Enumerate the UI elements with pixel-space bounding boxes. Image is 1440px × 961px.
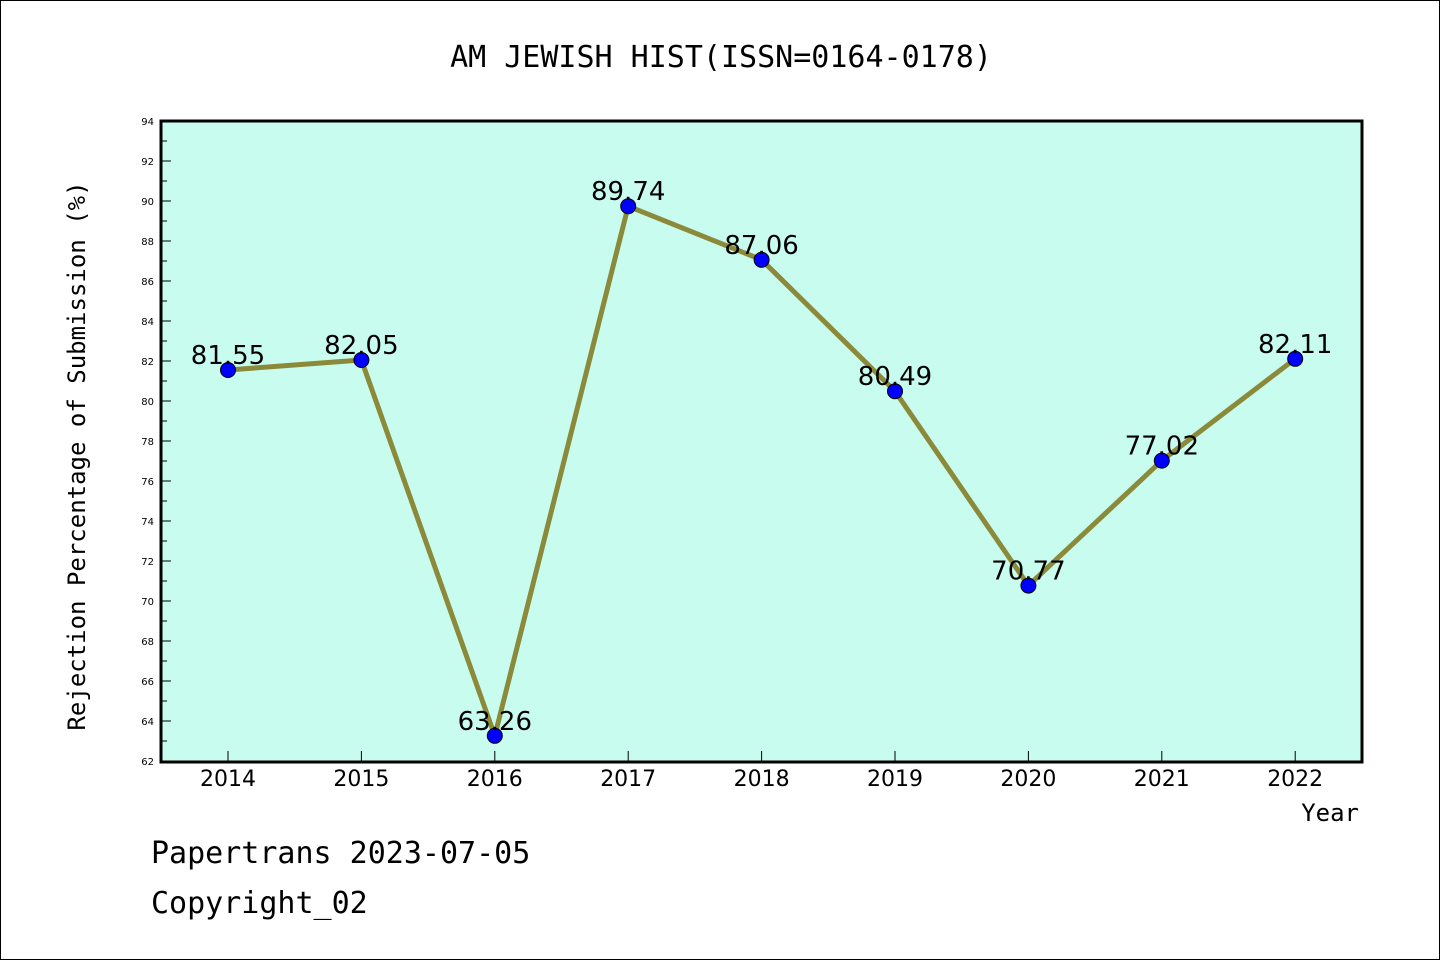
y-tick-label: 64 — [141, 717, 154, 728]
y-tick-label: 76 — [141, 477, 154, 488]
y-axis: 62 64 66 68 70 72 74 76 78 80 82 84 86 88 90 92 94 — [141, 117, 171, 768]
data-label: 89.74 — [591, 177, 665, 207]
x-tick-label: 2018 — [734, 767, 790, 792]
x-tick-label: 2021 — [1134, 767, 1190, 792]
data-label: 63.26 — [458, 707, 532, 737]
y-axis-title: Rejection Percentage of Submission (%) — [63, 181, 91, 730]
y-tick-label: 84 — [141, 317, 154, 328]
data-label: 80.49 — [858, 362, 932, 392]
data-labels: 81.55 82.05 63.26 89.74 87.06 80.49 70.77 77.02… — [191, 177, 1333, 737]
y-tick-label: 94 — [141, 117, 154, 128]
data-point — [486, 727, 503, 744]
data-point — [1020, 577, 1037, 594]
x-tick-label: 2019 — [867, 767, 923, 792]
y-tick-label: 66 — [141, 677, 154, 688]
data-label: 81.55 — [191, 341, 265, 371]
data-label: 82.11 — [1258, 330, 1332, 360]
x-tick-label: 2015 — [333, 767, 389, 792]
x-tick-label: 2017 — [600, 767, 656, 792]
plot-area — [159, 119, 1364, 764]
y-tick-label: 90 — [141, 197, 154, 208]
y-tick-label: 80 — [141, 397, 154, 408]
x-axis: 2014 2015 2016 2017 2018 2019 2020 2021 2022 — [200, 751, 1323, 792]
data-label: 87.06 — [724, 231, 798, 261]
footer-date: Papertrans 2023-07-05 — [151, 836, 531, 871]
data-point — [887, 383, 903, 400]
y-tick-label: 74 — [141, 517, 154, 528]
x-tick-label: 2016 — [467, 767, 523, 792]
y-tick-label: 68 — [141, 637, 154, 648]
y-tick-label: 70 — [141, 597, 154, 608]
data-point — [1287, 350, 1304, 367]
x-axis-title: Year — [1301, 799, 1359, 827]
y-tick-label: 86 — [141, 277, 154, 288]
x-tick-label: 2020 — [1000, 767, 1056, 792]
data-label: 82.05 — [324, 331, 398, 361]
x-tick-label: 2022 — [1267, 767, 1323, 792]
y-tick-label: 72 — [141, 557, 154, 568]
series-markers — [220, 198, 1304, 744]
data-point — [1153, 452, 1170, 469]
footer-copyright: Copyright_02 — [151, 886, 368, 921]
y-tick-label: 62 — [141, 757, 154, 768]
y-tick-label: 92 — [141, 157, 154, 168]
data-label: 70.77 — [991, 557, 1065, 587]
y-tick-label: 82 — [141, 357, 154, 368]
data-point — [753, 251, 770, 268]
y-tick-label: 88 — [141, 237, 154, 248]
data-label: 77.02 — [1125, 432, 1199, 462]
x-tick-label: 2014 — [200, 767, 256, 792]
y-tick-label: 78 — [141, 437, 154, 448]
data-point — [353, 352, 370, 368]
chart-title: AM JEWISH HIST(ISSN=0164-0178) — [450, 40, 992, 75]
data-point — [220, 362, 236, 378]
data-point — [620, 198, 637, 215]
